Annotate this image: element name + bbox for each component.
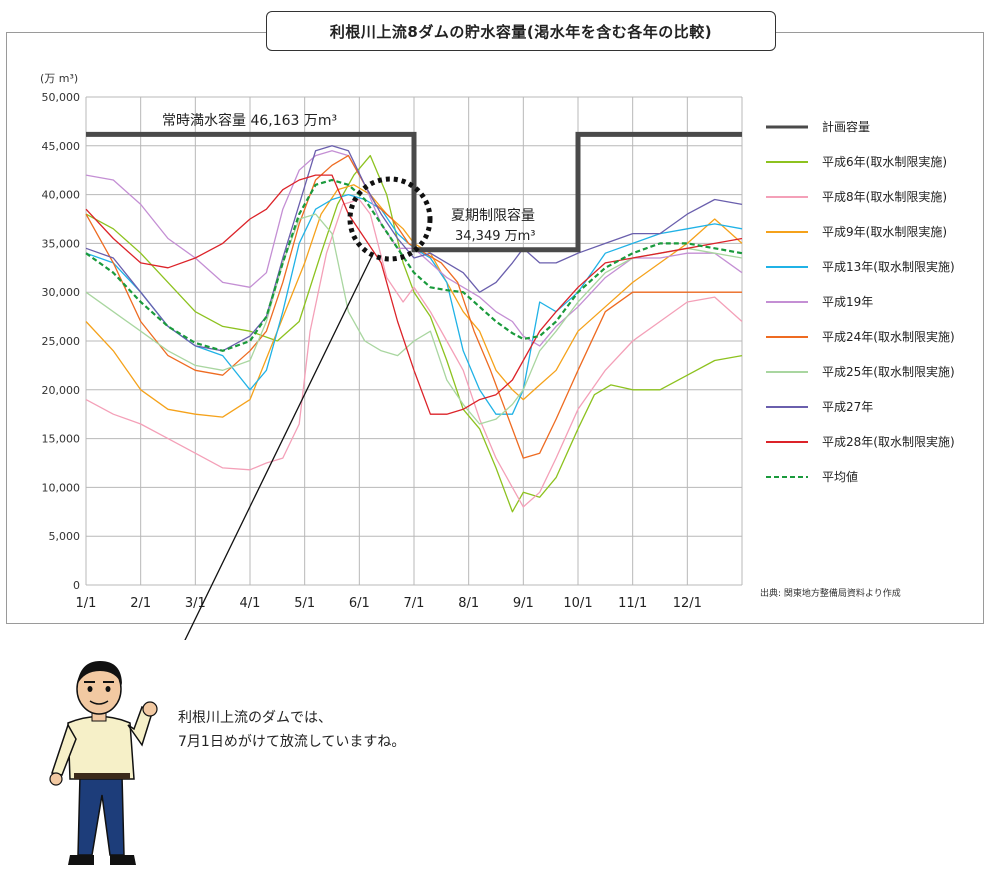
legend-label: 平成25年(取水制限実施) [822, 364, 955, 379]
x-tick-label: 6/1 [349, 596, 370, 611]
x-tick-label: 7/1 [404, 596, 425, 611]
x-tick-label: 2/1 [130, 596, 151, 611]
legend-label: 平成27年 [822, 400, 873, 414]
series-line [85, 178, 743, 352]
legend-label: 平成9年(取水制限実施) [822, 224, 947, 239]
chart-canvas: 0 5,000 10,000 15,000 20,000 25,000 30,000 35,0… [40, 72, 955, 640]
series-line [85, 198, 743, 508]
y-tick-label: 40,000 [42, 189, 81, 202]
legend-label: 平成6年(取水制限実施) [822, 154, 947, 169]
y-tick-label: 5,000 [49, 530, 81, 543]
plan-layer [86, 131, 742, 253]
annotation-layer: 常時満水容量 46,163 万m³ 夏期制限容量 34,349 万m³ [162, 112, 536, 640]
y-tick-label: 30,000 [42, 286, 81, 299]
x-tick-label: 5/1 [294, 596, 315, 611]
speech-line-1: 利根川上流のダムでは、 [178, 710, 332, 726]
y-tick-label: 15,000 [42, 433, 81, 446]
series-line [85, 174, 743, 415]
focus-circle [347, 176, 433, 262]
axis-layer: 0 5,000 10,000 15,000 20,000 25,000 30,000 35,0… [40, 72, 702, 611]
legend-label: 平成28年(取水制限実施) [822, 434, 955, 449]
chart-title-text: 利根川上流8ダムの貯水容量(渇水年を含む各年の比較) [329, 22, 713, 41]
series-line [85, 145, 743, 352]
summer-limit-label-2: 34,349 万m³ [455, 229, 536, 244]
x-tick-label: 10/1 [563, 596, 592, 611]
legend-label: 平成19年 [822, 295, 873, 309]
x-tick-label: 11/1 [618, 596, 647, 611]
x-tick-label: 8/1 [458, 596, 479, 611]
y-tick-label: 50,000 [42, 91, 81, 104]
series-line [85, 213, 743, 425]
summer-limit-label-1: 夏期制限容量 [451, 207, 535, 224]
legend-label: 平均値 [822, 469, 858, 484]
y-tick-label: 10,000 [42, 481, 81, 494]
y-tick-label: 35,000 [42, 237, 81, 250]
speech-line-2: 7月1日めがけて放流していますね。 [178, 734, 406, 750]
legend-label: 平成13年(取水制限実施) [822, 259, 955, 274]
y-tick-label: 45,000 [42, 140, 81, 153]
speech-text: 利根川上流のダムでは、 7月1日めがけて放流していますね。 [178, 706, 405, 754]
presenter-illustration [49, 661, 158, 865]
y-tick-label: 0 [73, 579, 80, 592]
y-tick-label: 20,000 [42, 384, 81, 397]
series-line [85, 154, 743, 513]
x-tick-label: 12/1 [673, 596, 702, 611]
y-axis-unit-label: (万 m³) [40, 72, 78, 85]
full-capacity-label: 常時満水容量 46,163 万m³ [162, 112, 337, 129]
legend-label: 計画容量 [822, 119, 870, 134]
legend-label: 平成8年(取水制限実施) [822, 189, 947, 204]
chart-title: 利根川上流8ダムの貯水容量(渇水年を含む各年の比較) [266, 11, 776, 51]
plan-capacity-line [86, 131, 742, 253]
x-tick-label: 1/1 [76, 596, 97, 611]
source-note: 出典: 関東地方整備局資料より作成 [760, 589, 901, 599]
y-tick-label: 25,000 [42, 335, 81, 348]
series-layer [85, 145, 743, 513]
x-tick-label: 4/1 [240, 596, 261, 611]
pointer-line [184, 255, 373, 640]
legend-label: 平成24年(取水制限実施) [822, 329, 955, 344]
x-tick-label: 9/1 [513, 596, 534, 611]
